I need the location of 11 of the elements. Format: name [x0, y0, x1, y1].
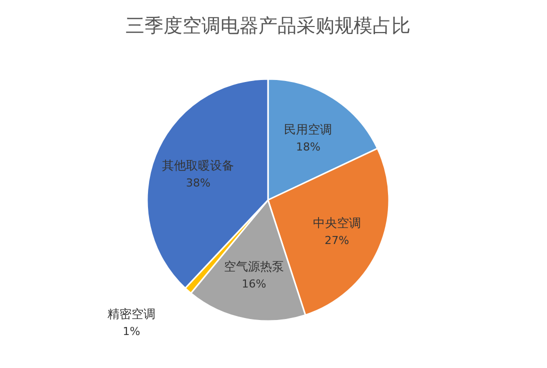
- data-label: 38%: [186, 176, 210, 190]
- slice-label: 中央空调: [312, 216, 361, 230]
- chart-title: 三季度空调电器产品采购规模占比: [126, 15, 410, 37]
- data-label: 27%: [324, 234, 350, 247]
- slice-label: 空气源热泵: [224, 260, 284, 274]
- data-label: 18%: [296, 140, 320, 154]
- data-label: 1%: [122, 324, 140, 338]
- data-label: 16%: [242, 278, 266, 291]
- slice-label: 其他取暖设备: [162, 158, 234, 172]
- slice-label: 民用空调: [284, 122, 332, 137]
- slice-label: 精密空调: [108, 306, 156, 321]
